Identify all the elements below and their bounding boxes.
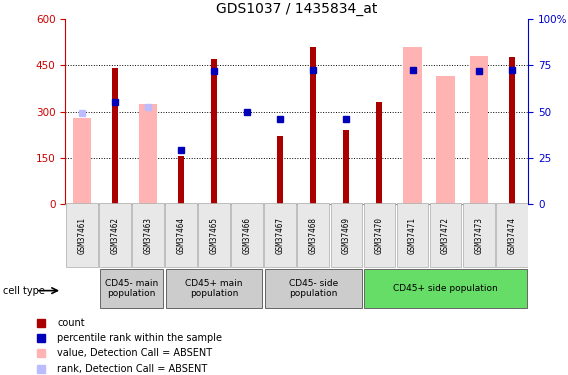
Text: count: count — [57, 318, 85, 328]
Text: cell type: cell type — [3, 286, 45, 296]
Text: GSM37473: GSM37473 — [474, 217, 483, 254]
Bar — [211, 59, 217, 204]
FancyBboxPatch shape — [463, 203, 495, 267]
Text: GSM37468: GSM37468 — [309, 217, 318, 254]
Text: GSM37463: GSM37463 — [144, 217, 152, 254]
Text: GSM37461: GSM37461 — [77, 217, 86, 254]
FancyBboxPatch shape — [298, 203, 329, 267]
FancyBboxPatch shape — [430, 203, 461, 267]
Text: GSM37465: GSM37465 — [210, 217, 219, 254]
Text: GSM37471: GSM37471 — [408, 217, 417, 254]
FancyBboxPatch shape — [231, 203, 263, 267]
Bar — [139, 104, 157, 204]
FancyBboxPatch shape — [364, 203, 395, 267]
Title: GDS1037 / 1435834_at: GDS1037 / 1435834_at — [216, 2, 378, 16]
Text: rank, Detection Call = ABSENT: rank, Detection Call = ABSENT — [57, 364, 207, 374]
Text: GSM37472: GSM37472 — [441, 217, 450, 254]
Text: CD45- side
population: CD45- side population — [289, 279, 338, 298]
FancyBboxPatch shape — [165, 203, 197, 267]
Bar — [112, 68, 118, 204]
Bar — [403, 46, 421, 204]
FancyBboxPatch shape — [364, 269, 527, 308]
Bar — [277, 136, 283, 204]
Text: GSM37474: GSM37474 — [507, 217, 516, 254]
FancyBboxPatch shape — [166, 269, 262, 308]
FancyBboxPatch shape — [331, 203, 362, 267]
FancyBboxPatch shape — [496, 203, 528, 267]
Text: CD45+ main
population: CD45+ main population — [185, 279, 243, 298]
Text: CD45+ side population: CD45+ side population — [393, 284, 498, 293]
Bar — [470, 56, 488, 204]
Text: GSM37470: GSM37470 — [375, 217, 384, 254]
FancyBboxPatch shape — [265, 269, 362, 308]
Bar — [377, 102, 382, 204]
FancyBboxPatch shape — [66, 203, 98, 267]
Text: CD45- main
population: CD45- main population — [105, 279, 158, 298]
Bar — [310, 46, 316, 204]
FancyBboxPatch shape — [264, 203, 296, 267]
Bar — [344, 130, 349, 204]
Bar — [178, 156, 184, 204]
FancyBboxPatch shape — [198, 203, 230, 267]
Text: percentile rank within the sample: percentile rank within the sample — [57, 333, 222, 343]
Text: GSM37467: GSM37467 — [275, 217, 285, 254]
FancyBboxPatch shape — [99, 203, 131, 267]
FancyBboxPatch shape — [100, 269, 163, 308]
FancyBboxPatch shape — [132, 203, 164, 267]
Text: GSM37464: GSM37464 — [177, 217, 186, 254]
Bar — [436, 76, 454, 204]
Text: value, Detection Call = ABSENT: value, Detection Call = ABSENT — [57, 348, 212, 358]
Text: GSM37466: GSM37466 — [243, 217, 252, 254]
Bar — [73, 118, 91, 204]
Bar — [509, 57, 515, 204]
FancyBboxPatch shape — [396, 203, 428, 267]
Text: GSM37462: GSM37462 — [110, 217, 119, 254]
Text: GSM37469: GSM37469 — [342, 217, 351, 254]
